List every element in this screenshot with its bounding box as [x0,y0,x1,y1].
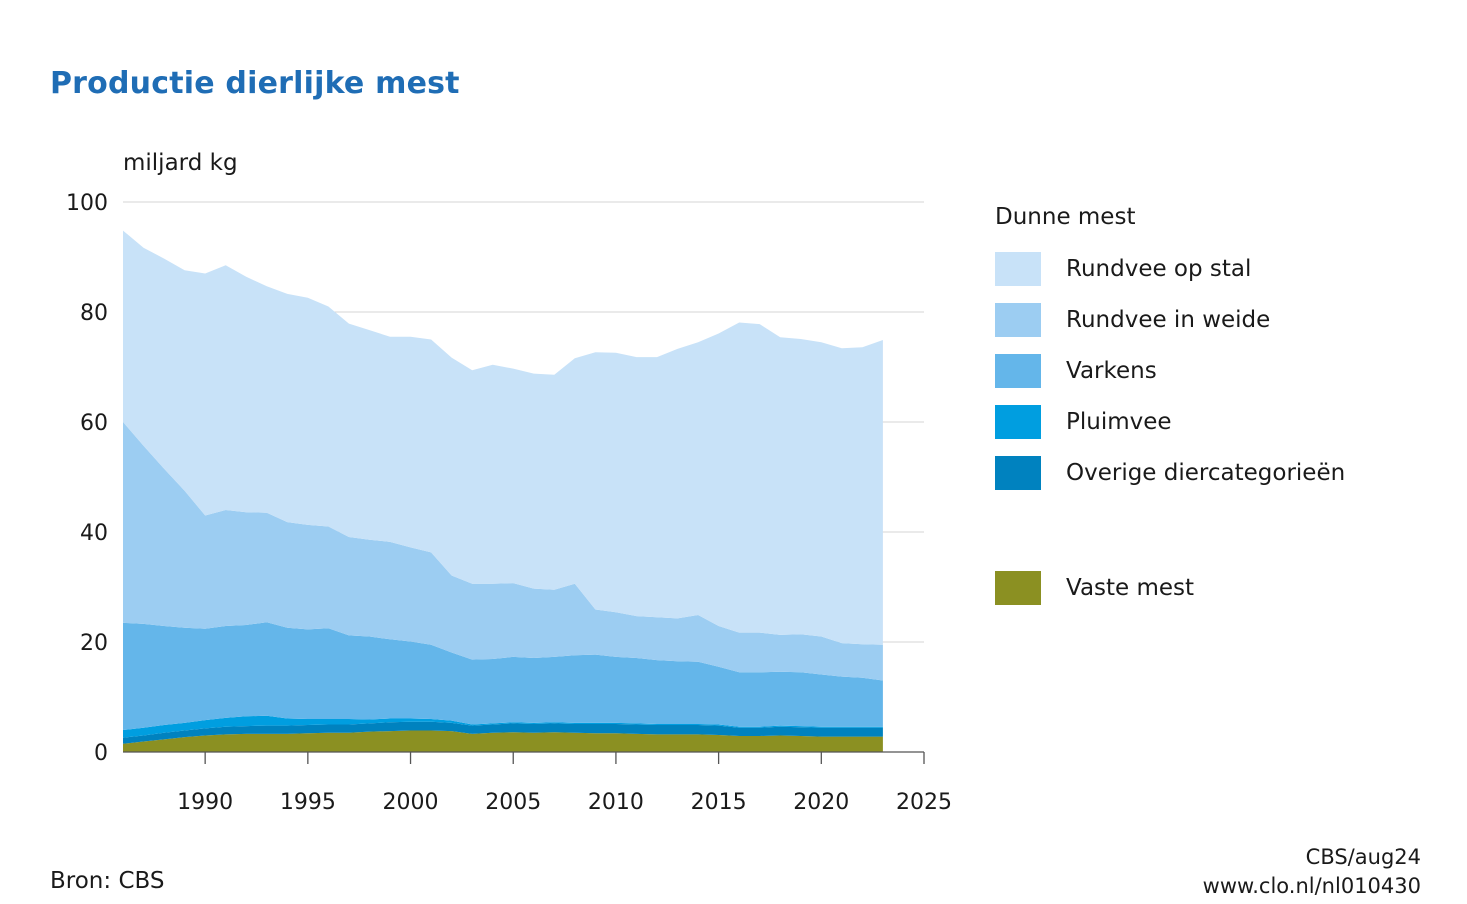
area-vaste-mest [123,730,883,752]
legend-item-overige-diercategorieen: Overige diercategorieën [995,456,1345,490]
x-tick-label: 2000 [383,790,439,815]
area-pluimvee [123,715,883,738]
area-varkens [123,622,883,730]
legend-label: Vaste mest [1066,575,1195,601]
chart-title: Productie dierlijke mest [50,66,460,101]
x-tick-label: 2005 [485,790,541,815]
area-series-group [123,230,883,752]
legend-item-varkens: Varkens [995,354,1157,388]
credit-line-url: www.clo.nl/nl010430 [1202,874,1421,898]
y-tick-label: 80 [80,301,108,326]
legend-label: Rundvee in weide [1066,307,1271,333]
area-overige-diercategorieen [123,721,883,744]
x-tick-label: 1990 [177,790,233,815]
legend-heading: Dunne mest [995,204,1136,230]
legend-label: Pluimvee [1066,409,1172,435]
credit-note: CBS/aug24 www.clo.nl/nl010430 [1203,843,1421,901]
credit-line-date: CBS/aug24 [1305,845,1421,869]
x-tick-label: 1995 [280,790,336,815]
legend-label: Overige diercategorieën [1066,460,1346,486]
legend-item-rundvee-op-stal: Rundvee op stal [995,252,1251,286]
legend-swatch [995,456,1041,490]
legend-item-rundvee-in-weide: Rundvee in weide [995,303,1270,337]
legend-swatch [995,303,1041,337]
y-tick-label: 0 [94,741,108,766]
y-tick-label: 100 [66,191,108,216]
x-tick-label: 2015 [691,790,747,815]
y-tick-label: 20 [80,631,108,656]
legend-label: Varkens [1066,358,1157,384]
y-tick-label: 40 [80,521,108,546]
legend-item-vaste-mest: Vaste mest [995,571,1194,605]
legend-swatch [995,571,1041,605]
x-tick-label: 2010 [588,790,644,815]
x-tick-label: 2025 [896,790,952,815]
x-tick-label: 2020 [793,790,849,815]
axes: 0 20 40 60 80 100 1990 1995 2000 2005 2010 2015 2020… [66,191,952,815]
area-rundvee-op-stal [123,230,883,645]
legend-label: Rundvee op stal [1066,256,1252,282]
legend-swatch [995,252,1041,286]
legend-item-pluimvee: Pluimvee [995,405,1172,439]
legend-swatch [995,354,1041,388]
y-axis-unit-label: miljard kg [123,150,238,176]
source-note: Bron: CBS [50,868,165,894]
legend-swatch [995,405,1041,439]
y-tick-label: 60 [80,411,108,436]
area-rundvee-in-weide [123,422,883,681]
